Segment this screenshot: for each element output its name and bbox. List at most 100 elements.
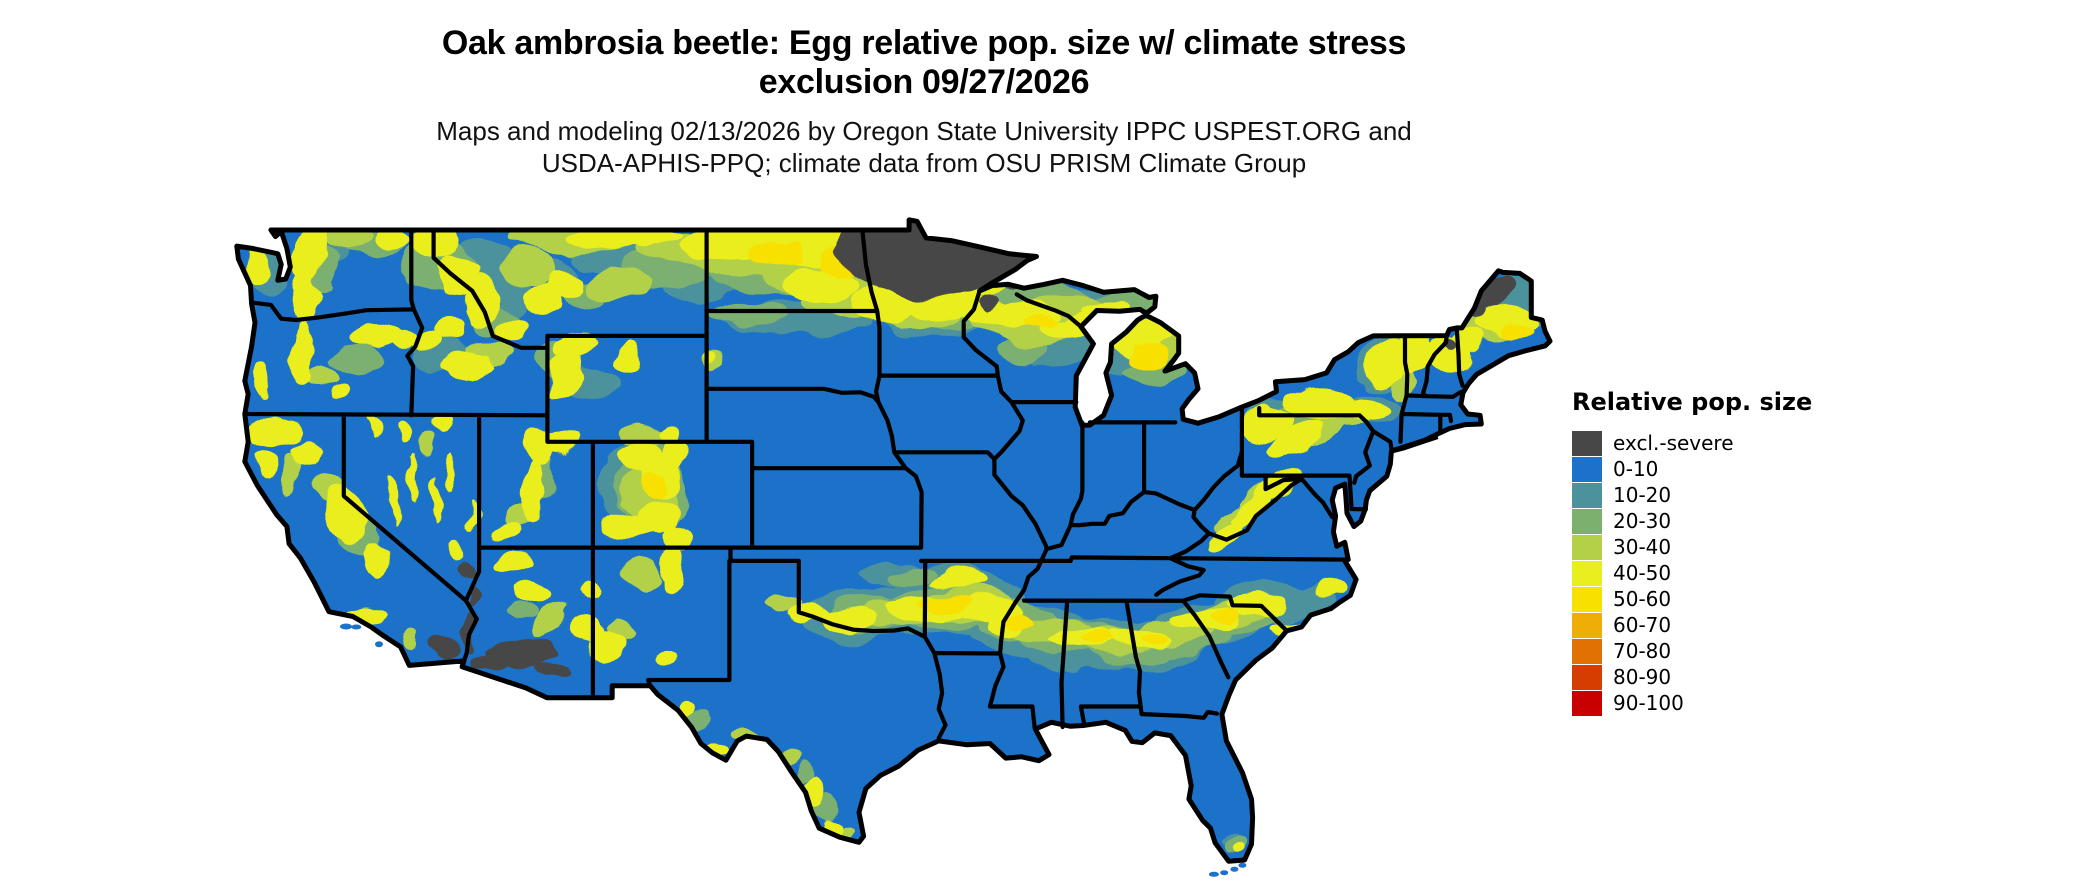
legend-swatch xyxy=(1572,690,1602,716)
map-patch xyxy=(323,223,374,248)
map-patch xyxy=(655,646,674,669)
map-patch xyxy=(1028,313,1057,327)
map-patch xyxy=(1240,409,1295,442)
map-patch xyxy=(589,268,649,297)
map-patch xyxy=(405,633,422,658)
map-patch xyxy=(494,554,539,573)
map-patch xyxy=(432,478,442,522)
map-patch xyxy=(1228,493,1275,528)
map-patch xyxy=(324,483,368,544)
map-title-line2: exclusion 09/27/2026 xyxy=(758,63,1090,101)
map-patch xyxy=(785,604,830,621)
map-patch xyxy=(887,564,938,585)
legend-label: 70-80 xyxy=(1613,638,1672,663)
map-patch xyxy=(644,468,667,495)
island-dot xyxy=(340,623,352,630)
map-patch xyxy=(364,415,379,436)
legend-item: 30-40 xyxy=(1572,534,1932,560)
island-dot xyxy=(1208,871,1219,877)
map-patch xyxy=(1078,634,1115,649)
map-patch xyxy=(495,318,524,343)
map-patch xyxy=(398,420,413,447)
map-patch xyxy=(439,354,494,381)
map-patch xyxy=(535,434,580,457)
map-patch xyxy=(532,663,569,678)
map-patch xyxy=(461,559,479,574)
legend-label: 0-10 xyxy=(1613,456,1659,481)
legend-label: 80-90 xyxy=(1613,664,1672,689)
legend-item: excl.-severe xyxy=(1572,430,1932,456)
map-patch xyxy=(1005,615,1038,628)
map-patch xyxy=(745,244,802,267)
map-patch xyxy=(388,478,399,522)
map-patch xyxy=(418,436,433,459)
map-patch xyxy=(250,411,305,444)
island-dot xyxy=(1220,870,1229,876)
map-patch xyxy=(850,280,915,325)
map-patch xyxy=(707,351,722,364)
map-patch xyxy=(375,229,408,250)
legend-label: 40-50 xyxy=(1613,560,1672,585)
island-dot xyxy=(375,641,383,648)
map-patch xyxy=(760,595,801,612)
map-patch xyxy=(324,387,349,406)
legend-item: 0-10 xyxy=(1572,456,1932,482)
map-patch xyxy=(432,638,458,661)
map-patch xyxy=(499,251,552,288)
map-patch xyxy=(1279,388,1360,421)
legend-label: 10-20 xyxy=(1613,482,1672,507)
legend-swatch xyxy=(1572,456,1602,482)
map-patch xyxy=(304,367,333,390)
map-patch xyxy=(625,561,658,588)
map-patch xyxy=(255,448,278,475)
map-patch xyxy=(617,336,644,373)
legend-swatch xyxy=(1572,482,1602,508)
map-patch xyxy=(254,353,272,398)
legend-swatch xyxy=(1572,534,1602,560)
map-patch xyxy=(432,414,451,437)
map-patch xyxy=(1140,631,1171,644)
legend-swatch xyxy=(1572,560,1602,586)
map-patch xyxy=(1205,608,1238,623)
map-patch xyxy=(409,456,420,507)
legend-swatch xyxy=(1572,586,1602,612)
map-patch xyxy=(434,315,467,340)
map-patch xyxy=(466,500,477,537)
map-patch xyxy=(660,426,683,445)
map-patch xyxy=(291,439,324,466)
map-patch xyxy=(452,541,467,560)
legend: Relative pop. size excl.-severe 0-10 10-20… xyxy=(1572,388,1932,716)
legend-item: 80-90 xyxy=(1572,664,1932,690)
map-patch xyxy=(922,597,967,612)
map-patch xyxy=(932,573,987,592)
legend-swatch xyxy=(1572,430,1602,456)
map-patch xyxy=(325,343,380,376)
legend-label: 90-100 xyxy=(1613,690,1684,715)
island-dot xyxy=(351,624,362,630)
map-patch xyxy=(490,524,523,543)
island-dot xyxy=(1230,866,1239,872)
legend-item: 50-60 xyxy=(1572,586,1932,612)
map-patch xyxy=(292,268,319,325)
map-patch xyxy=(542,272,587,299)
map-patch xyxy=(1270,422,1328,462)
legend-swatch xyxy=(1572,638,1602,664)
legend-item: 60-70 xyxy=(1572,612,1932,638)
map-patch xyxy=(1232,844,1246,855)
legend-swatch xyxy=(1572,612,1602,638)
map-patch xyxy=(467,579,478,606)
map-patch xyxy=(532,602,570,636)
legend-label: 60-70 xyxy=(1613,612,1672,637)
map-patch xyxy=(290,322,313,387)
map-patch xyxy=(658,546,685,591)
map-patch xyxy=(447,453,458,494)
map-subtitle-line1: Maps and modeling 02/13/2026 by Oregon S… xyxy=(436,116,1412,146)
map-patch xyxy=(362,542,389,579)
map-patch xyxy=(514,581,555,604)
legend-swatch xyxy=(1572,508,1602,534)
legend-items: excl.-severe 0-10 10-20 20-30 30-40 40-50 50-6… xyxy=(1572,430,1932,716)
legend-label: 20-30 xyxy=(1613,508,1672,533)
map-patch xyxy=(388,328,417,351)
